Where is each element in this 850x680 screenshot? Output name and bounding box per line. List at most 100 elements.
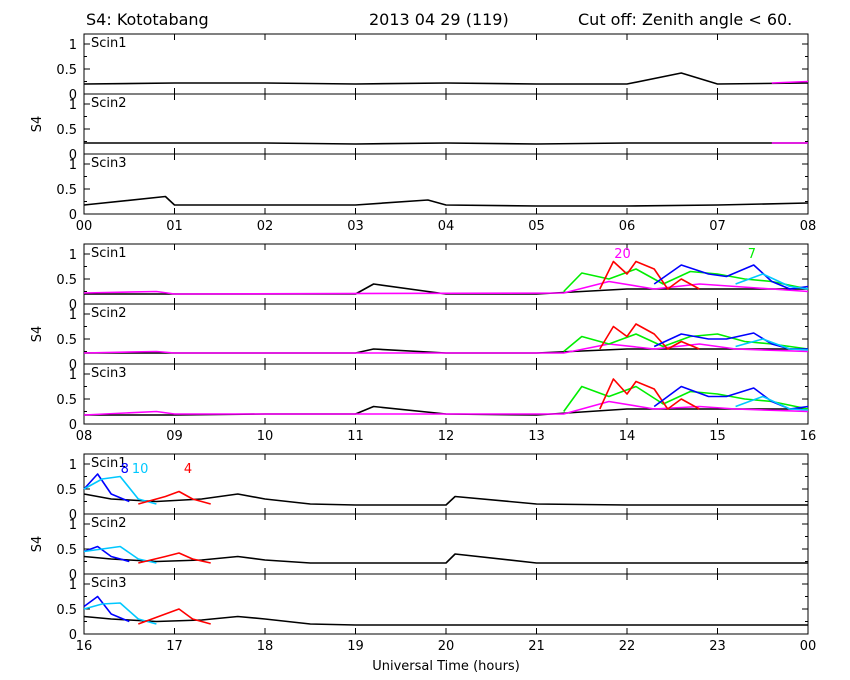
panel-label: Scin1 xyxy=(91,246,127,261)
y-tick-label: 0.5 xyxy=(56,63,77,78)
s4-series-green xyxy=(563,333,809,353)
station-title: S4: Kototabang xyxy=(86,10,209,29)
s4-series-black xyxy=(84,142,808,145)
panel-label: Scin1 xyxy=(91,36,127,51)
y-tick-label: 1 xyxy=(69,518,77,533)
y-tick-label: 0.5 xyxy=(56,483,77,498)
s4-series-black xyxy=(83,493,808,506)
s4-series-magenta xyxy=(83,280,809,295)
y-tick-label: 1 xyxy=(69,98,77,113)
s4-series-red xyxy=(599,260,700,290)
s4-series-cyan xyxy=(735,273,809,290)
s4-series-magenta xyxy=(771,80,809,84)
s4-series-black xyxy=(83,195,809,207)
y-tick-label: 0 xyxy=(69,148,77,163)
x-tick-label: 04 xyxy=(438,219,455,234)
y-tick-label: 0 xyxy=(69,208,77,223)
x-tick-label: 17 xyxy=(166,639,183,654)
panel-label: Scin3 xyxy=(91,366,127,381)
y-tick-label: 0 xyxy=(69,508,77,523)
s4-series-black xyxy=(83,553,808,564)
x-tick-label: 09 xyxy=(166,429,183,444)
x-tick-label: 07 xyxy=(709,219,726,234)
x-tick-label: 08 xyxy=(76,429,93,444)
x-tick-label: 18 xyxy=(257,639,274,654)
panel-frame xyxy=(83,243,809,305)
y-tick-label: 1 xyxy=(69,158,77,173)
x-tick-label: 15 xyxy=(709,429,726,444)
x-tick-label: 23 xyxy=(709,639,726,654)
x-tick-label: 10 xyxy=(257,429,274,444)
x-tick-label: 01 xyxy=(166,219,183,234)
s4-series-blue xyxy=(83,473,130,503)
s4-series-blue xyxy=(653,264,809,290)
x-tick-label: 19 xyxy=(347,639,364,654)
panel-label: Scin1 xyxy=(91,456,127,471)
s4-series-green xyxy=(563,385,809,412)
panel-frame xyxy=(83,303,809,365)
x-tick-label: 00 xyxy=(76,219,93,234)
x-tick-label: 14 xyxy=(619,429,636,444)
x-axis-title: Universal Time (hours) xyxy=(372,659,520,674)
prn-label: 7 xyxy=(748,247,756,262)
panel-label: Scin2 xyxy=(91,516,127,531)
y-axis-label: S4 xyxy=(30,116,45,133)
panel-frame xyxy=(83,33,809,95)
x-tick-label: 00 xyxy=(800,639,817,654)
date-label: 2013 04 29 (119) xyxy=(369,10,509,29)
y-tick-label: 1 xyxy=(69,248,77,263)
s4-series-cyan xyxy=(83,475,157,505)
s4-series-red xyxy=(599,323,700,350)
x-tick-label: 08 xyxy=(800,219,817,234)
panel-label: Scin3 xyxy=(91,576,127,591)
y-axis-label: S4 xyxy=(30,326,45,343)
prn-label: 10 xyxy=(132,462,149,477)
panel-frame xyxy=(83,93,809,155)
y-tick-label: 0.5 xyxy=(56,603,77,618)
panel-label: Scin2 xyxy=(91,306,127,321)
x-tick-label: 20 xyxy=(438,639,455,654)
y-tick-label: 1 xyxy=(69,308,77,323)
x-tick-label: 11 xyxy=(347,429,364,444)
y-tick-label: 0 xyxy=(69,358,77,373)
panel-label: Scin3 xyxy=(91,156,127,171)
x-tick-label: 03 xyxy=(347,219,364,234)
s4-series-red xyxy=(138,608,211,625)
y-tick-label: 1 xyxy=(69,578,77,593)
s4-series-black xyxy=(83,72,809,85)
y-tick-label: 1 xyxy=(69,458,77,473)
s4-series-red xyxy=(599,378,700,410)
s4-series-red xyxy=(138,490,211,505)
s4-series-blue xyxy=(83,595,130,623)
y-tick-label: 0.5 xyxy=(56,123,77,138)
panel-frame xyxy=(83,513,809,575)
y-tick-label: 0 xyxy=(69,628,77,643)
s4-series-blue xyxy=(83,545,130,563)
y-tick-label: 0.5 xyxy=(56,333,77,348)
x-tick-label: 06 xyxy=(619,219,636,234)
s4-series-red xyxy=(138,552,211,564)
y-tick-label: 0.5 xyxy=(56,393,77,408)
y-axis-label: S4 xyxy=(30,536,45,553)
x-tick-label: 22 xyxy=(619,639,636,654)
cutoff-label: Cut off: Zenith angle < 60. xyxy=(578,10,793,29)
y-tick-label: 0 xyxy=(69,298,77,313)
x-tick-label: 13 xyxy=(528,429,545,444)
y-tick-label: 0 xyxy=(69,418,77,433)
y-tick-label: 1 xyxy=(69,38,77,53)
s4-series-cyan xyxy=(735,338,809,351)
y-tick-label: 0 xyxy=(69,568,77,583)
x-tick-label: 16 xyxy=(76,639,93,654)
y-tick-label: 0 xyxy=(69,88,77,103)
prn-label: 8 xyxy=(121,462,129,477)
x-tick-label: 16 xyxy=(800,429,817,444)
s4-series-magenta xyxy=(83,400,809,416)
s4-series-cyan xyxy=(83,602,157,625)
s4-series-green xyxy=(563,268,809,293)
x-tick-label: 05 xyxy=(528,219,545,234)
s4-series-cyan xyxy=(735,395,809,411)
y-tick-label: 0.5 xyxy=(56,273,77,288)
x-tick-label: 12 xyxy=(438,429,455,444)
